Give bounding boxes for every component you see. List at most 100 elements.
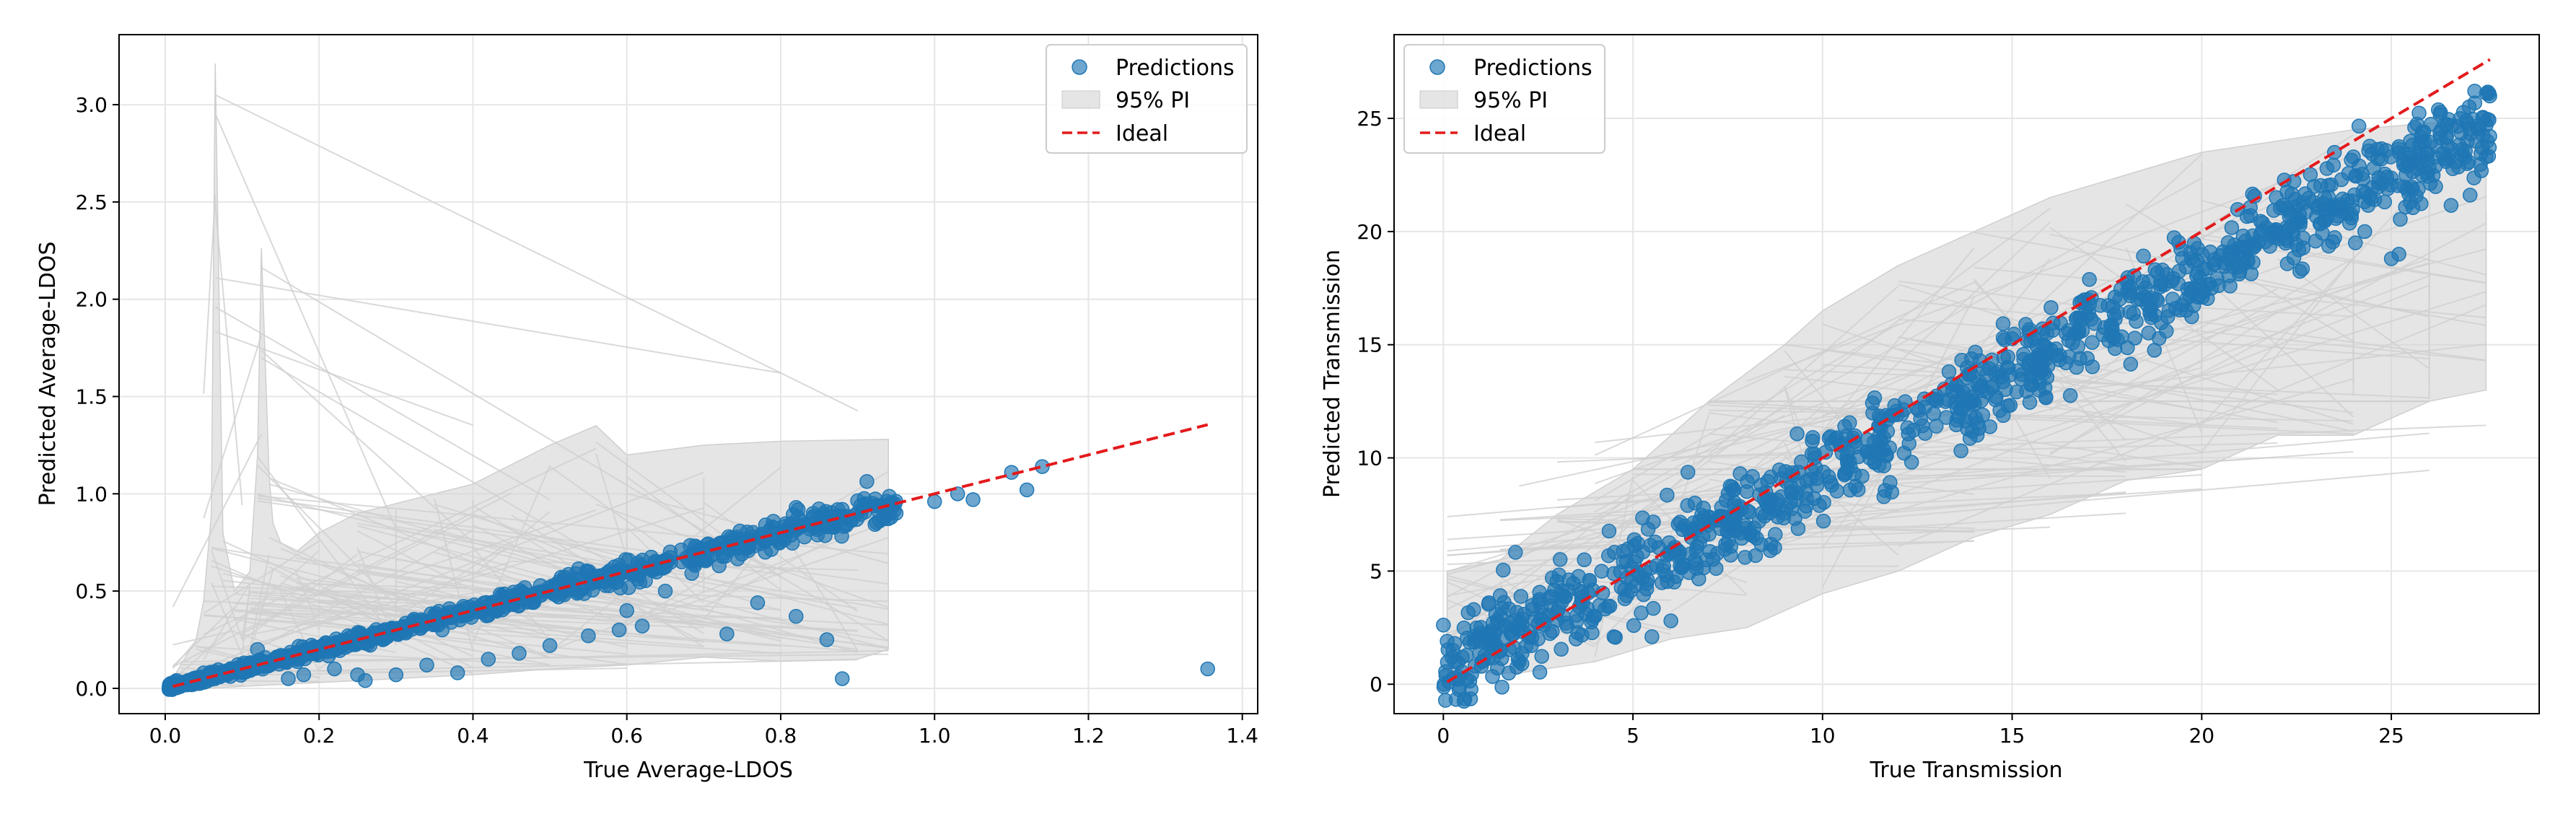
prediction-point (1915, 418, 1930, 434)
prediction-point (789, 608, 804, 624)
prediction-point (1485, 669, 1500, 684)
pi-band-outline-30 (260, 357, 628, 574)
prediction-point (1606, 566, 1621, 582)
x-tick-label: 0 (1437, 724, 1450, 748)
x-tick-label: 0.0 (149, 724, 182, 748)
legend-label-ideal: Ideal (1473, 121, 1526, 146)
prediction-point (657, 583, 673, 599)
legend-label-predictions: Predictions (1116, 56, 1235, 81)
prediction-point (2341, 166, 2357, 181)
prediction-point (1455, 649, 1470, 665)
y-ticks: 0 5 10 15 20 25 (1357, 107, 1394, 696)
prediction-point (1530, 631, 1546, 647)
pi-band-outline-75 (211, 565, 397, 627)
prediction-point (1873, 420, 1889, 436)
pi-band-outline-71 (1556, 456, 2278, 501)
pi-band-outline-114 (595, 453, 628, 559)
prediction-point (2393, 211, 2408, 227)
prediction-point (1616, 554, 1631, 570)
prediction-point (1494, 679, 1510, 695)
prediction-point (750, 595, 766, 610)
prediction-point (2069, 325, 2085, 341)
prediction-point (1554, 641, 1569, 657)
prediction-point (2087, 316, 2103, 331)
prediction-point (1723, 539, 1738, 554)
y-tick-label: 2.5 (75, 190, 108, 214)
pi-band-outline-139 (203, 582, 251, 660)
prediction-point (1745, 468, 1760, 484)
prediction-point (1035, 459, 1050, 474)
pi-band-outline-77 (234, 603, 858, 652)
prediction-point (2207, 256, 2222, 271)
ideal-line-group (172, 423, 1209, 688)
prediction-point (859, 473, 875, 489)
prediction-point (1949, 413, 1965, 428)
prediction-point (1497, 595, 1512, 610)
prediction-point (1600, 599, 1616, 614)
prediction-point (1019, 482, 1035, 498)
prediction-point (1984, 380, 1999, 395)
prediction-point (1821, 430, 1837, 446)
prediction-point (1842, 415, 1857, 431)
x-tick-label: 0.6 (610, 724, 643, 748)
y-tick-label: 0.5 (75, 579, 108, 603)
prediction-point (2467, 83, 2482, 99)
x-tick-label: 15 (1999, 724, 2025, 748)
prediction-point (327, 661, 342, 677)
prediction-point (1688, 561, 1704, 576)
pi-band-outline-87 (395, 580, 473, 601)
pi-band-outline-101 (549, 537, 889, 626)
prediction-point (888, 506, 904, 521)
y-tick-label: 1.5 (75, 385, 108, 409)
prediction-point (1626, 538, 1642, 553)
prediction-point (2292, 263, 2308, 279)
prediction-point (1481, 595, 1497, 610)
prediction-point (1680, 465, 1696, 480)
y-tick-label: 1.0 (75, 482, 108, 506)
prediction-point (1624, 574, 1639, 590)
prediction-point (1456, 621, 1472, 636)
prediction-point (1699, 552, 1714, 568)
prediction-point (2114, 329, 2129, 345)
plot-average-ldos: 0.0 0.2 0.4 0.6 0.8 1.0 1.2 1.4 0.0 0.5 1.0 1.5 2.0… (35, 34, 1258, 783)
prediction-point (2159, 267, 2175, 282)
pi-band-outline-133 (626, 537, 889, 625)
prediction-point (1953, 443, 1968, 458)
prediction-point (2062, 387, 2078, 403)
prediction-point (834, 671, 850, 686)
pi-band-outline-86 (1447, 575, 1558, 597)
y-axis-label: Predicted Average-LDOS (35, 242, 61, 507)
prediction-point (826, 520, 842, 535)
prediction-point (1457, 691, 1473, 706)
prediction-point (1884, 484, 1900, 500)
y-tick-label: 0.0 (75, 677, 108, 701)
prediction-point (1533, 600, 1549, 616)
x-ticks: 0.0 0.2 0.4 0.6 0.8 1.0 1.2 1.4 (149, 714, 1258, 748)
y-ticks: 0.0 0.5 1.0 1.5 2.0 2.5 3.0 (75, 93, 119, 701)
prediction-point (1763, 536, 1779, 552)
prediction-point (1484, 636, 1499, 652)
prediction-point (2236, 249, 2251, 264)
x-tick-label: 1.0 (919, 724, 951, 748)
prediction-point (1660, 487, 1675, 503)
prediction-point (2459, 156, 2475, 172)
prediction-point (683, 538, 698, 553)
prediction-point (1496, 562, 1511, 578)
prediction-point (2246, 237, 2261, 252)
prediction-point (2165, 292, 2181, 307)
prediction-point (407, 616, 423, 631)
pi-band-outline-137 (296, 557, 704, 611)
x-tick-label: 1.2 (1072, 724, 1105, 748)
x-tick-label: 0.8 (765, 724, 797, 748)
prediction-point (2279, 256, 2295, 271)
legend-label-pi: 95% PI (1116, 88, 1190, 113)
x-axis-label: True Transmission (1869, 758, 2062, 783)
prediction-point (388, 667, 404, 683)
prediction-point (2085, 335, 2100, 350)
pi-band-outline-70 (1898, 304, 2487, 548)
prediction-point (1823, 475, 1839, 490)
prediction-point (2129, 314, 2144, 329)
prediction-point (611, 622, 627, 638)
pi-band-outline-98 (549, 520, 889, 652)
prediction-point (1527, 612, 1542, 627)
